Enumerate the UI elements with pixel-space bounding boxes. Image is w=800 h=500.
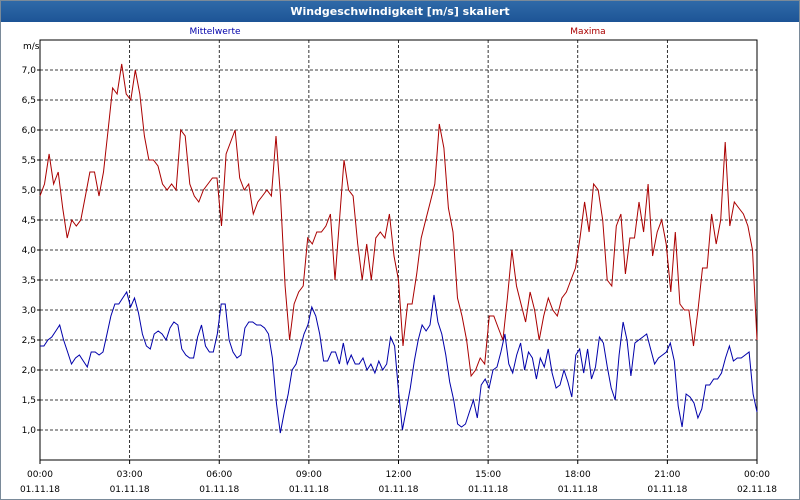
- series-line-maxima: [39, 63, 758, 378]
- x-tick-date: 01.11.18: [289, 485, 329, 495]
- y-axis-label: m/s: [23, 42, 40, 52]
- x-tick-time: 15:00: [475, 470, 501, 480]
- x-tick-date: 02.11.18: [737, 485, 777, 495]
- x-tick-date: 01.11.18: [378, 485, 418, 495]
- y-tick-label: 6,0: [22, 126, 37, 136]
- x-tick-time: 18:00: [565, 470, 591, 480]
- y-tick-label: 5,5: [22, 156, 36, 166]
- x-tick-time: 00:00: [27, 470, 53, 480]
- x-tick-time: 09:00: [296, 470, 322, 480]
- y-tick-label: 2,5: [22, 336, 36, 346]
- x-tick-time: 21:00: [654, 470, 680, 480]
- grid: [40, 40, 757, 460]
- x-tick-date: 01.11.18: [20, 485, 60, 495]
- y-tick-label: 2,0: [22, 366, 37, 376]
- legend-mittelwerte: Mittelwerte: [189, 27, 240, 37]
- y-tick-label: 4,5: [22, 216, 36, 226]
- x-tick-time: 06:00: [206, 470, 232, 480]
- x-tick-date: 01.11.18: [468, 485, 508, 495]
- y-tick-label: 7,0: [22, 66, 37, 76]
- x-tick-date: 01.11.18: [199, 485, 239, 495]
- series-group: [39, 63, 758, 434]
- y-tick-label: 1,5: [22, 396, 36, 406]
- y-tick-label: 4,0: [22, 246, 37, 256]
- x-tick-time: 03:00: [117, 470, 143, 480]
- plot-frame: [39, 39, 758, 461]
- y-tick-label: 5,0: [22, 186, 37, 196]
- window-title: Windgeschwindigkeit [m/s] skaliert: [1, 1, 799, 22]
- x-tick-date: 01.11.18: [110, 485, 150, 495]
- y-tick-label: 3,5: [22, 276, 36, 286]
- series-line-mittelwerte: [40, 290, 758, 434]
- x-tick-date: 01.11.18: [558, 485, 598, 495]
- x-tick-date: 01.11.18: [647, 485, 687, 495]
- y-tick-label: 6,5: [22, 96, 36, 106]
- x-tick-time: 12:00: [386, 470, 412, 480]
- y-tick-label: 1,0: [22, 426, 37, 436]
- legend-maxima: Maxima: [570, 27, 605, 37]
- axes: [37, 39, 758, 464]
- y-tick-label: 3,0: [22, 306, 37, 316]
- tick-labels: 1,0 1,5 2,0 2,5 3,0 3,5 4,0 4,5 5,0 5,5 6,0 6,5 7,0 0…: [20, 66, 777, 495]
- x-tick-time: 00:00: [744, 470, 770, 480]
